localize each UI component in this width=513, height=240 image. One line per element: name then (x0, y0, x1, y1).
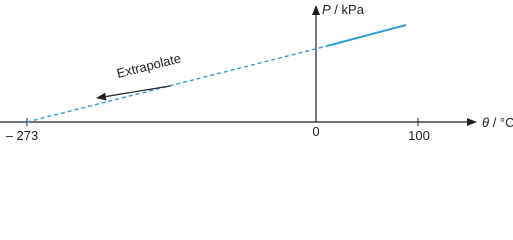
diagram: Extrapolate P / kPa θ / °C – 273 0 100 (0, 2, 513, 143)
measured-line (326, 24, 407, 47)
y-axis-label: P / kPa (322, 2, 365, 17)
y-unit: / kPa (334, 2, 364, 17)
y-symbol: P (322, 2, 331, 17)
x-tick-label: 0 (312, 124, 319, 139)
x-axis-label: θ / °C (482, 115, 513, 130)
extrapolated-line (26, 45, 328, 123)
x-tick-label: 100 (408, 128, 430, 143)
annotation-arrow (96, 85, 171, 101)
x-tick-label: – 273 (6, 128, 39, 143)
x-unit: / °C (493, 115, 513, 130)
annotation: Extrapolate (115, 50, 182, 80)
x-symbol: θ (482, 115, 489, 130)
